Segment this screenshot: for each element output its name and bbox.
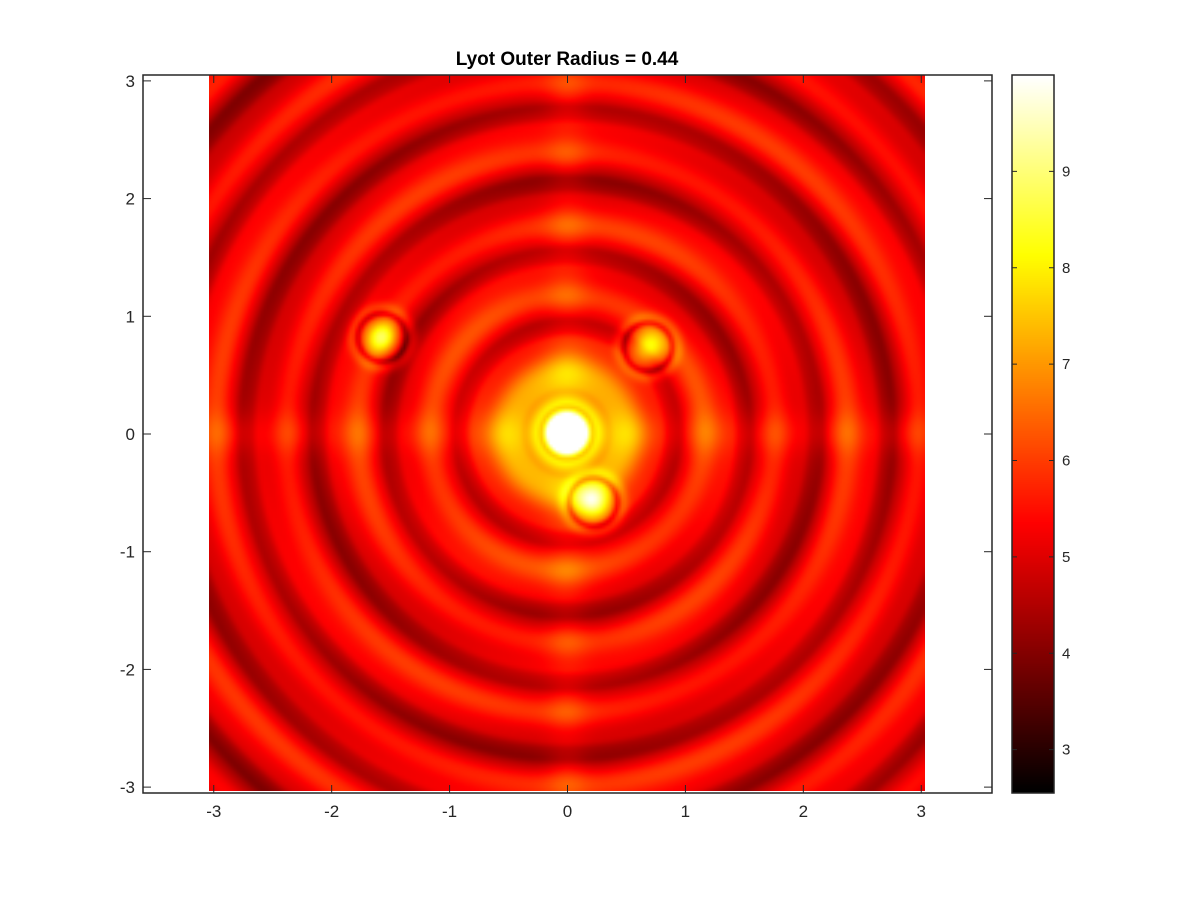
y-tick-label: 0 — [126, 425, 135, 444]
chart-title: Lyot Outer Radius = 0.44 — [456, 49, 679, 70]
colorbar: 3 4 5 6 7 8 9 — [1011, 74, 1070, 794]
colorbar-tick-label: 5 — [1062, 549, 1070, 566]
colorbar-axis: 3 4 5 6 7 8 9 — [1012, 163, 1070, 759]
y-tick-label: -3 — [120, 778, 135, 797]
plot-area: -3 -2 -1 0 1 2 3 -3 -2 -1 0 1 2 3 — [120, 72, 993, 821]
colorbar-tick-label: 4 — [1062, 645, 1070, 662]
heatmap-image-container — [209, 75, 925, 791]
colorbar-frame — [1011, 74, 1055, 794]
x-tick-label: 2 — [799, 802, 808, 821]
x-tick-label: -1 — [442, 802, 457, 821]
x-tick-label: 3 — [917, 802, 926, 821]
x-tick-label: -3 — [206, 802, 221, 821]
y-tick-label: 3 — [126, 72, 135, 91]
y-tick-label: -2 — [120, 660, 135, 679]
colorbar-image-container — [1012, 75, 1054, 793]
colorbar-tick-label: 9 — [1062, 163, 1070, 180]
colorbar-tick-label: 6 — [1062, 453, 1070, 470]
y-tick-label: 2 — [126, 190, 135, 209]
y-tick-label: -1 — [120, 543, 135, 562]
x-axis: -3 -2 -1 0 1 2 3 — [206, 75, 926, 821]
colorbar-tick-label: 7 — [1062, 356, 1070, 373]
colorbar-tick-label: 8 — [1062, 260, 1070, 277]
y-tick-label: 1 — [126, 307, 135, 326]
colorbar-gradient — [1012, 75, 1054, 793]
y-axis: -3 -2 -1 0 1 2 3 — [120, 72, 992, 797]
heatmap-image — [209, 75, 925, 791]
colorbar-tick-label: 3 — [1062, 742, 1070, 759]
x-tick-label: 1 — [681, 802, 690, 821]
x-tick-label: -2 — [324, 802, 339, 821]
x-tick-label: 0 — [563, 802, 572, 821]
